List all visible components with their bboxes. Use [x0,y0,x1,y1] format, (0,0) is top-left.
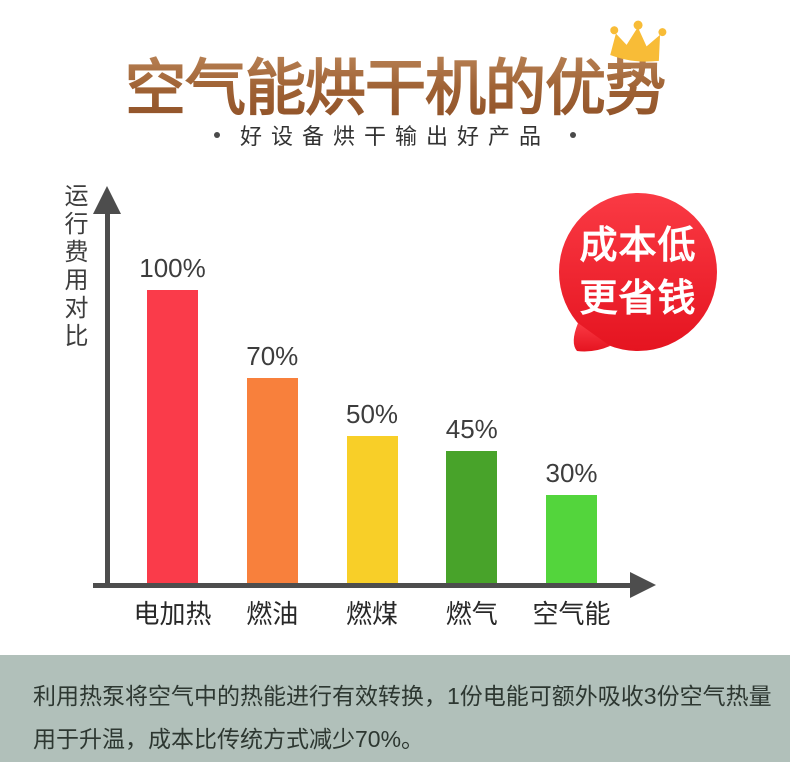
page-title: 空气能烘干机的优势 [0,38,790,127]
y-axis-label: 运行费用对比 [60,183,87,351]
footer-description: 利用热泵将空气中的热能进行有效转换，1份电能可额外吸收3份空气热量 用于升温，成… [0,655,790,762]
x-axis-line [93,583,633,588]
bar-value-label: 50% [345,399,399,429]
category-label-空气能: 空气能 [532,599,611,629]
page-subtitle: 好设备烘干输出好产品 [239,124,550,149]
bar-column: 30% [545,458,598,583]
category-label-燃油: 燃油 [246,599,299,629]
bar-column: 50% [345,399,399,583]
bar-燃煤 [346,436,398,583]
bar-燃油 [246,378,298,583]
bar-column: 100% [139,253,206,583]
bar-value-label: 30% [545,458,598,488]
bar-燃气 [446,451,498,583]
subtitle-dot-right [570,132,576,138]
cost-badge-line1: 成本低 [579,225,697,267]
crown-icon [601,13,671,70]
bar-空气能 [546,495,597,583]
cost-badge: 成本低 更省钱 [552,185,724,363]
category-label-电加热: 电加热 [133,599,212,629]
x-axis-arrow-icon [630,572,656,598]
y-axis-line [105,210,110,588]
speech-bubble-icon [559,193,717,352]
cost-badge-line2: 更省钱 [579,278,697,320]
bar-value-label: 100% [139,253,206,283]
bar-value-label: 45% [445,414,498,444]
y-axis-arrow-icon [93,186,121,214]
subtitle-dot-left [213,132,220,138]
category-label-燃气: 燃气 [445,599,498,629]
category-labels-row: 电加热 燃油 燃煤 燃气 空气能 [133,594,611,631]
category-label-燃煤: 燃煤 [346,599,399,629]
bar-电加热 [147,290,198,583]
bar-column: 45% [445,414,498,583]
cost-badge-text: 成本低 更省钱 [552,220,724,326]
bar-value-label: 70% [246,341,299,371]
bar-column: 70% [246,341,299,583]
footer-line1: 利用热泵将空气中的热能进行有效转换，1份电能可额外吸收3份空气热量 [33,683,772,709]
bar-chart: 100% 70% 50% 45% 30% [139,248,598,583]
subtitle-row: 好设备烘干输出好产品 [0,119,790,151]
footer-line2: 用于升温，成本比传统方式减少70%。 [33,726,425,752]
